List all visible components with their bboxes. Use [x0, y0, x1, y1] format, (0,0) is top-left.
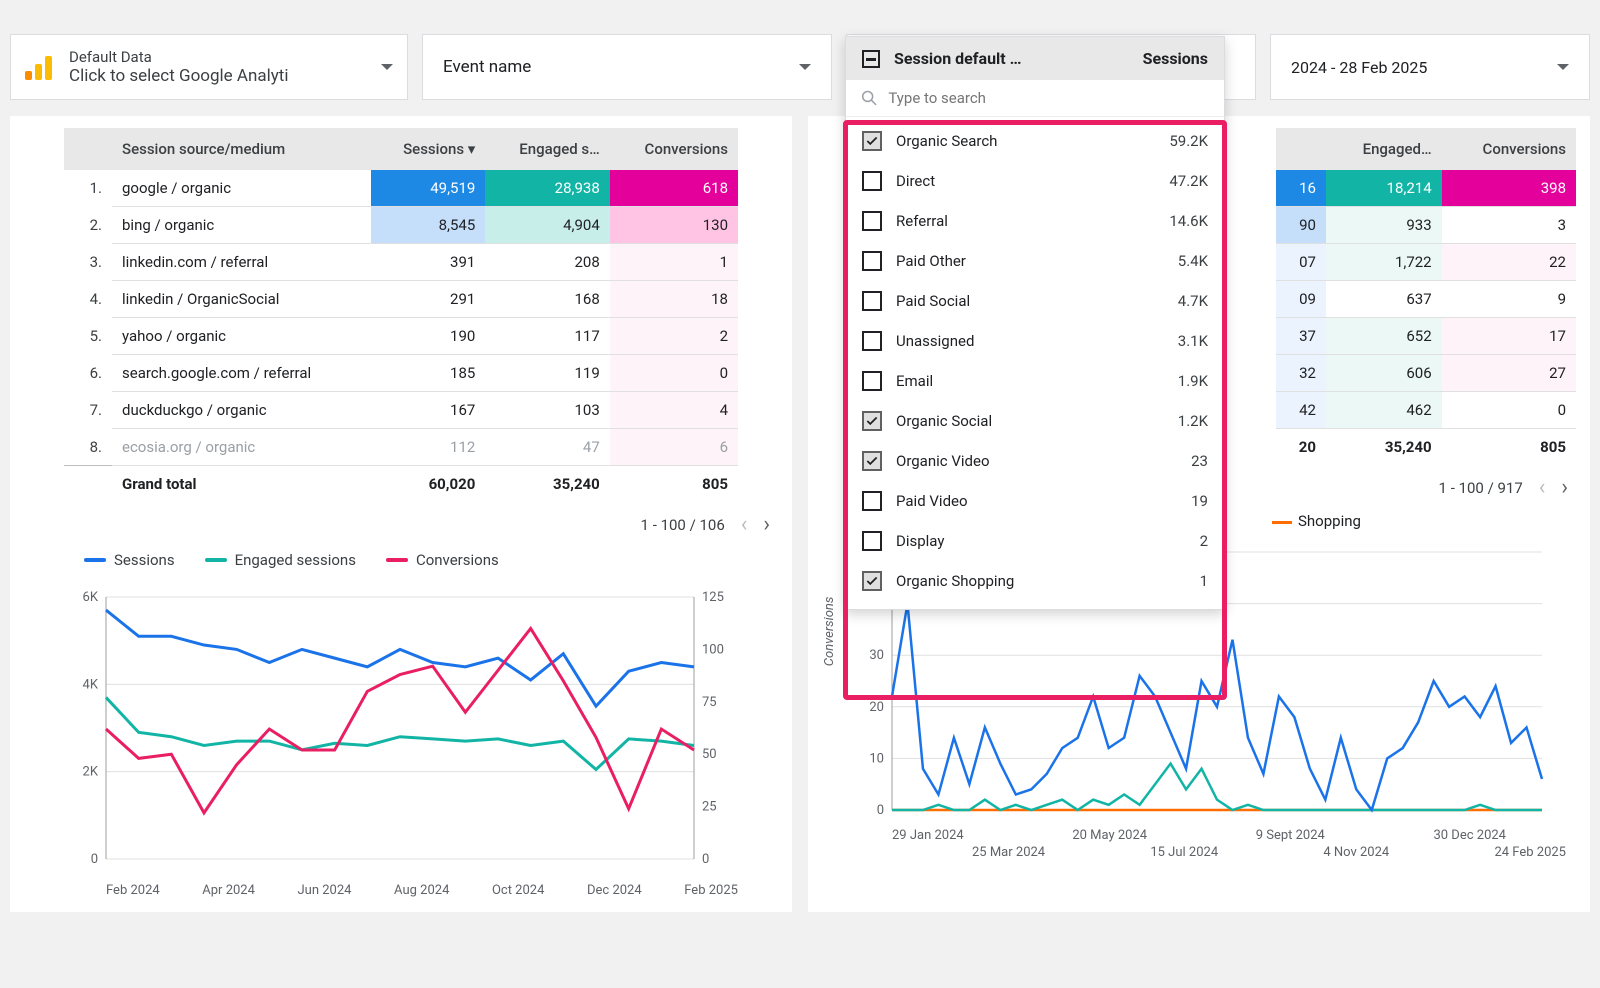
legend-item: Conversions [386, 551, 499, 569]
checkbox-icon [862, 491, 882, 511]
next-page-button[interactable]: › [1561, 475, 1568, 500]
next-page-button[interactable]: › [763, 512, 770, 537]
date-range-label: 2024 - 28 Feb 2025 [1291, 58, 1427, 77]
svg-text:4K: 4K [83, 677, 99, 692]
dropdown-option[interactable]: Paid Video19 [846, 481, 1224, 521]
dropdown-option[interactable]: Paid Social4.7K [846, 281, 1224, 321]
date-range-selector[interactable]: 2024 - 28 Feb 2025 [1270, 34, 1590, 100]
search-icon [860, 88, 878, 108]
table-row[interactable]: 424620 [1276, 392, 1576, 429]
checkbox-icon [862, 131, 882, 151]
table-row[interactable]: 909333 [1276, 207, 1576, 244]
column-header[interactable]: Conversions [610, 128, 738, 170]
svg-text:0: 0 [702, 852, 709, 867]
dropdown-option[interactable]: Organic Shopping1 [846, 561, 1224, 601]
toolbar: Default Data Click to select Google Anal… [0, 0, 1600, 116]
table-row[interactable]: 096379 [1276, 281, 1576, 318]
svg-text:50: 50 [702, 747, 717, 762]
svg-text:20: 20 [869, 700, 884, 715]
table-row[interactable]: 6.search.google.com / referral1851190 [64, 355, 738, 392]
left-panel: Session source/mediumSessions ▾Engaged s… [10, 116, 792, 912]
pager-range: 1 - 100 / 917 [1439, 479, 1523, 497]
dropdown-option[interactable]: Email1.9K [846, 361, 1224, 401]
checkbox-icon [862, 451, 882, 471]
column-header[interactable]: Engaged… [1326, 128, 1442, 170]
column-header[interactable]: Session source/medium [112, 128, 371, 170]
dropdown-option[interactable]: Referral14.6K [846, 201, 1224, 241]
y-axis-label: Conversions [822, 597, 837, 667]
checkbox-icon [862, 171, 882, 191]
dropdown-metric: Sessions [1143, 49, 1208, 68]
chevron-down-icon [1557, 64, 1569, 70]
left-chart: 0 2K 4K 6K 0 25 50 75 100 125 [64, 589, 744, 879]
grand-total-row: 2035,240805 [1276, 429, 1576, 466]
dropdown-options: Organic Search59.2KDirect47.2KReferral14… [846, 117, 1224, 609]
prev-page-button[interactable]: ‹ [741, 512, 748, 537]
dropdown-title: Session default … [894, 49, 1022, 68]
dropdown-option[interactable]: Display2 [846, 521, 1224, 561]
column-header[interactable]: Engaged s… [485, 128, 609, 170]
dropdown-option[interactable]: Direct47.2K [846, 161, 1224, 201]
table-row[interactable]: 7.duckduckgo / organic1671034 [64, 392, 738, 429]
svg-text:125: 125 [702, 590, 724, 605]
table-row[interactable]: 3765217 [1276, 318, 1576, 355]
dropdown-option[interactable]: Organic Video23 [846, 441, 1224, 481]
svg-text:0: 0 [877, 803, 884, 818]
checkbox-icon [862, 411, 882, 431]
checkbox-icon [862, 371, 882, 391]
grand-total-row: Grand total60,02035,240805 [64, 466, 738, 503]
checkbox-icon [862, 211, 882, 231]
svg-text:25: 25 [702, 800, 717, 815]
left-chart-legend: Sessions Engaged sessions Conversions [14, 547, 788, 579]
checkbox-icon [862, 291, 882, 311]
dropdown-option[interactable]: Organic Search59.2K [846, 121, 1224, 161]
svg-text:75: 75 [702, 695, 717, 710]
table-row[interactable]: 071,72222 [1276, 244, 1576, 281]
indeterminate-checkbox-icon[interactable] [862, 50, 880, 68]
column-header[interactable]: Conversions [1442, 128, 1576, 170]
data-source-sub: Click to select Google Analyti [69, 66, 288, 86]
table-row[interactable]: 3260627 [1276, 355, 1576, 392]
checkbox-icon [862, 251, 882, 271]
session-source-table: Session source/mediumSessions ▾Engaged s… [64, 128, 738, 502]
table-row[interactable]: 5.yahoo / organic1901172 [64, 318, 738, 355]
dropdown-option[interactable]: Unassigned3.1K [846, 321, 1224, 361]
svg-text:0: 0 [91, 852, 98, 867]
channel-dropdown[interactable]: Session default … Sessions Organic Searc… [845, 36, 1225, 610]
table-row[interactable]: 1.google / organic49,51928,938618 [64, 170, 738, 207]
left-pager: 1 - 100 / 106 ‹ › [14, 502, 788, 547]
pager-range: 1 - 100 / 106 [641, 516, 725, 534]
table-row[interactable]: 4.linkedin / OrganicSocial29116818 [64, 281, 738, 318]
table-row[interactable]: 3.linkedin.com / referral3912081 [64, 244, 738, 281]
dropdown-option[interactable]: Organic Social1.2K [846, 401, 1224, 441]
table-row[interactable]: 8.ecosia.org / organic112476 [64, 429, 738, 466]
dropdown-option[interactable]: Paid Other5.4K [846, 241, 1224, 281]
svg-text:30: 30 [869, 648, 884, 663]
search-input[interactable] [888, 89, 1210, 107]
event-label: Event name [443, 57, 531, 77]
svg-text:6K: 6K [83, 590, 99, 605]
svg-text:2K: 2K [83, 765, 99, 780]
chevron-down-icon [381, 64, 393, 70]
svg-text:100: 100 [702, 642, 724, 657]
data-source-label: Default Data [69, 48, 288, 66]
checkbox-icon [862, 571, 882, 591]
dropdown-search [846, 80, 1224, 117]
analytics-icon [25, 54, 55, 80]
event-selector[interactable]: Event name [422, 34, 832, 100]
svg-text:10: 10 [869, 751, 884, 766]
dropdown-header: Session default … Sessions [846, 37, 1224, 80]
table-row[interactable]: 2.bing / organic8,5454,904130 [64, 207, 738, 244]
column-header[interactable]: Sessions ▾ [371, 128, 485, 170]
checkbox-icon [862, 331, 882, 351]
checkbox-icon [862, 531, 882, 551]
right-table: Engaged…Conversions 1618,214398909333071… [1276, 128, 1576, 465]
prev-page-button[interactable]: ‹ [1539, 475, 1546, 500]
legend-item: Engaged sessions [205, 551, 356, 569]
legend-item: Sessions [84, 551, 175, 569]
chevron-down-icon [799, 64, 811, 70]
table-row[interactable]: 1618,214398 [1276, 170, 1576, 207]
data-source-selector[interactable]: Default Data Click to select Google Anal… [10, 34, 408, 100]
